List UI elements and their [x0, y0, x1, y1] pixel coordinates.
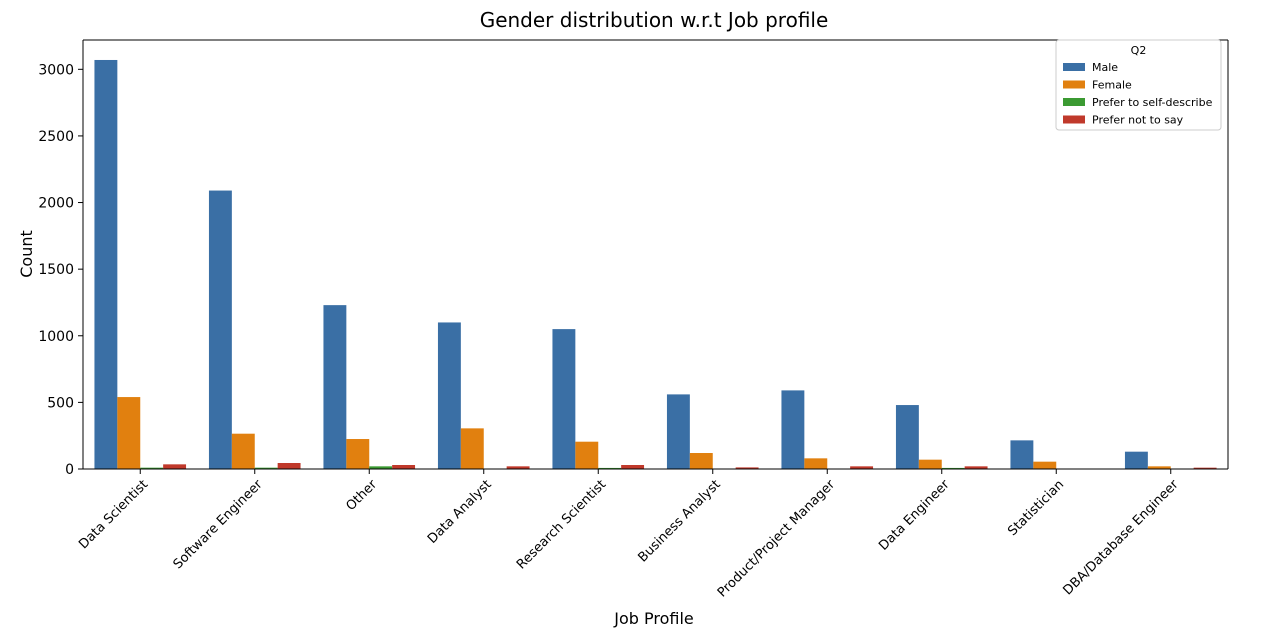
bar: [1010, 440, 1034, 469]
bar: [208, 190, 232, 470]
bar: [964, 466, 988, 469]
x-tick-label: Data Analyst: [425, 477, 495, 547]
bar: [666, 394, 690, 469]
bar: [804, 458, 828, 469]
legend-entry: Female: [1092, 79, 1132, 92]
bar: [254, 467, 278, 469]
bar: [369, 466, 393, 469]
chart-title: Gender distribution w.r.t Job profile: [480, 8, 829, 32]
x-tick-label: Data Scientist: [76, 477, 151, 552]
bar: [735, 467, 759, 469]
x-tick-label: Business Analyst: [635, 477, 723, 565]
bar: [392, 465, 416, 469]
bar: [323, 305, 347, 469]
y-tick-label: 3000: [38, 62, 74, 78]
bar: [689, 453, 713, 469]
bar: [575, 441, 599, 469]
bar: [781, 390, 805, 469]
x-tick-label: Other: [343, 477, 380, 514]
y-tick-label: 1000: [38, 329, 74, 345]
bar: [140, 467, 164, 469]
legend-frame: [1055, 39, 1222, 131]
x-tick-label: Software Engineer: [171, 477, 266, 572]
x-tick-label: Product/Project Manager: [715, 477, 839, 601]
bar: [163, 464, 187, 469]
y-tick-label: 2500: [38, 129, 74, 145]
legend-swatch: [1063, 63, 1085, 71]
bar: [850, 466, 874, 469]
bar: [437, 322, 461, 469]
bar: [552, 329, 576, 469]
legend-swatch: [1063, 98, 1085, 106]
bar: [94, 59, 118, 469]
y-tick-label: 1500: [38, 262, 74, 278]
bar: [506, 466, 530, 469]
legend-title: Q2: [1131, 44, 1147, 57]
x-tick-label: Research Scientist: [514, 477, 609, 572]
plot-area: 0 500 1000 1500 2000 2500 3000 Data Scientist So…: [38, 39, 1229, 601]
y-tick-label: 2000: [38, 196, 74, 212]
bar: [918, 459, 942, 469]
x-tick-label: DBA/Database Engineer: [1061, 477, 1183, 599]
legend-entry: Male: [1092, 61, 1118, 74]
x-axis-label: Job Profile: [613, 609, 694, 628]
bar: [895, 405, 919, 469]
bar: [1124, 451, 1148, 469]
y-tick-label: 500: [47, 395, 74, 411]
bar: [346, 439, 370, 469]
x-tick-label: Statistician: [1005, 477, 1067, 539]
legend-entry: Prefer to self-describe: [1092, 96, 1213, 109]
legend-entry: Prefer not to say: [1092, 114, 1184, 127]
y-axis-label: Count: [17, 230, 36, 278]
bar: [1147, 466, 1171, 469]
legend-swatch: [1063, 80, 1085, 89]
bar: [277, 463, 301, 469]
x-tick-label: Data Engineer: [876, 477, 953, 554]
bar: [1033, 461, 1057, 469]
bar: [1193, 467, 1217, 469]
legend: Q2 Male Female Prefer to self-describe Prefe…: [1055, 39, 1222, 131]
bar: [117, 397, 141, 469]
y-tick-label: 0: [65, 462, 74, 478]
bar: [941, 467, 965, 469]
legend-swatch: [1063, 115, 1085, 124]
bar: [621, 465, 645, 469]
bar: [231, 433, 255, 469]
bar: [598, 467, 622, 469]
bar: [460, 428, 484, 469]
